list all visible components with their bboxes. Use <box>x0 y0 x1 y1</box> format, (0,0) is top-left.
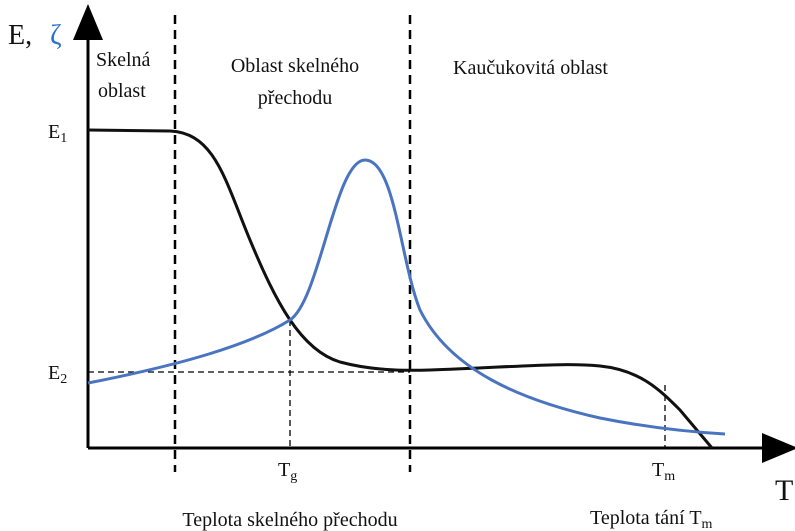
tm-label: Tm <box>652 459 675 484</box>
e1-label: E1 <box>48 121 67 146</box>
region-label: Kaučukovitá oblast <box>453 57 608 79</box>
modulus-curve <box>87 128 714 449</box>
caption: Teplota skelného přechodu <box>182 509 397 531</box>
caption: Teplota tání Tm <box>590 507 713 531</box>
y-axis-label: E, <box>8 20 32 51</box>
e2-label: E2 <box>48 362 67 387</box>
tg-label: Tg <box>278 459 297 484</box>
y-axis-label-zeta: ζ <box>50 20 62 51</box>
damping-curve <box>87 158 726 436</box>
x-axis-label: T <box>775 474 793 507</box>
region-label: Oblast skelného <box>231 55 359 77</box>
region-label: oblast <box>98 80 146 102</box>
region-label: přechodu <box>258 87 332 109</box>
region-label: Skelná <box>96 49 151 71</box>
